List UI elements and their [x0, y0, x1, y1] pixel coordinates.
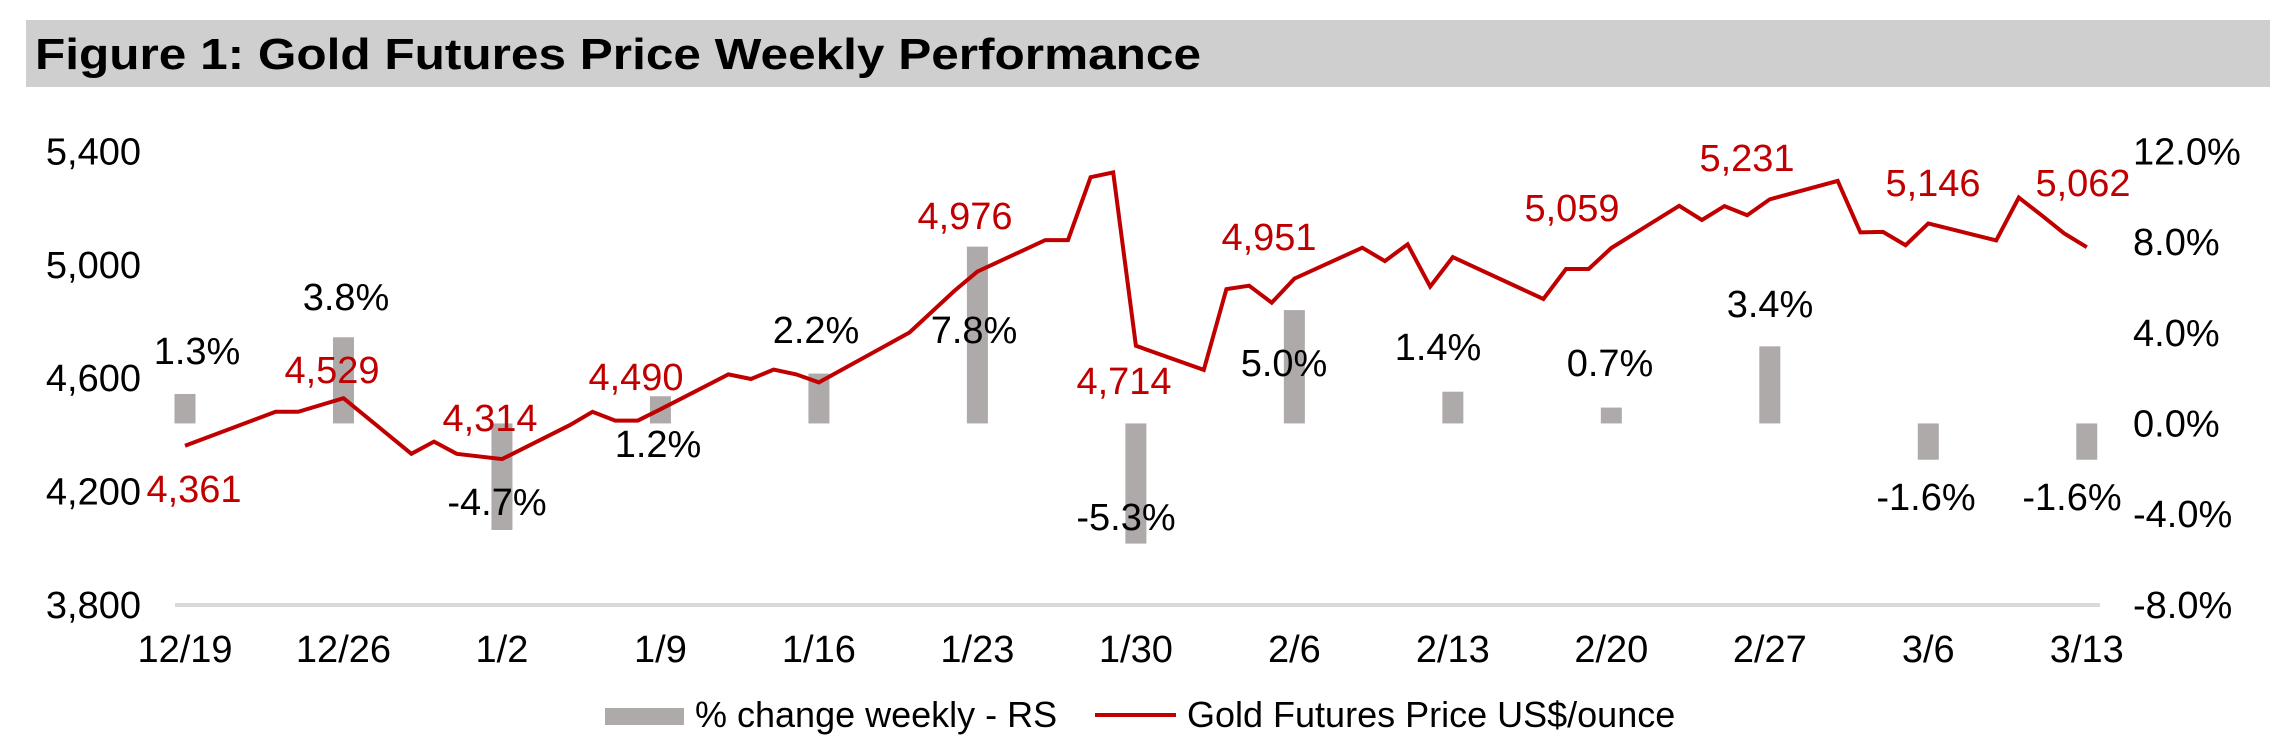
- right-tick-label: -8.0%: [2133, 585, 2232, 627]
- x-tick-label: 12/19: [137, 629, 232, 671]
- x-tick-label: 2/13: [1416, 629, 1490, 671]
- x-tick-label: 1/2: [476, 629, 529, 671]
- left-tick-label: 4,200: [46, 471, 141, 513]
- legend-bar-label: % change weekly - RS: [695, 694, 1057, 735]
- pct-data-label: -1.6%: [2022, 477, 2121, 519]
- pct-data-label: -1.6%: [1876, 477, 1975, 519]
- x-tick-label: 1/30: [1099, 629, 1173, 671]
- bar: [174, 393, 196, 424]
- x-tick-label: 1/9: [634, 629, 687, 671]
- legend: % change weekly - RS Gold Futures Price …: [605, 694, 1675, 735]
- bar: [1125, 423, 1147, 544]
- pct-data-label: 7.8%: [931, 310, 1018, 352]
- bar: [1283, 310, 1305, 424]
- right-tick-label: 0.0%: [2133, 403, 2220, 445]
- pct-data-label: 1.4%: [1395, 327, 1482, 369]
- pct-data-label: -5.3%: [1076, 497, 1175, 539]
- pct-data-label: 3.8%: [303, 277, 390, 319]
- x-tick-label: 12/26: [296, 629, 391, 671]
- price-data-label: 5,062: [2035, 163, 2130, 205]
- pct-data-label: 1.3%: [154, 331, 241, 373]
- bar-series: [174, 246, 2098, 544]
- pct-data-label: 1.2%: [615, 424, 702, 466]
- pct-data-label: -4.7%: [447, 482, 546, 524]
- price-data-label: 5,059: [1524, 188, 1619, 230]
- price-data-label: 4,951: [1221, 217, 1316, 259]
- bar: [1917, 423, 1939, 460]
- pct-data-label: 0.7%: [1567, 343, 1654, 385]
- x-axis-ticks: 12/19 12/26 1/2 1/9 1/16 1/23 1/30 2/6 2/13 2/20 2…: [137, 629, 2123, 671]
- pct-data-label: 5.0%: [1241, 343, 1328, 385]
- price-data-label: 4,490: [588, 357, 683, 399]
- left-tick-label: 3,800: [46, 585, 141, 627]
- x-tick-label: 3/6: [1902, 629, 1955, 671]
- pct-data-label: 2.2%: [773, 310, 860, 352]
- price-data-label: 4,714: [1076, 361, 1171, 403]
- left-tick-label: 5,000: [46, 245, 141, 287]
- right-axis-ticks: -8.0% -4.0% 0.0% 4.0% 8.0% 12.0%: [2133, 131, 2241, 626]
- bar: [1759, 346, 1781, 424]
- price-data-label: 5,231: [1699, 138, 1794, 180]
- bar: [808, 373, 830, 424]
- left-tick-label: 5,400: [46, 131, 141, 173]
- price-data-labels: 4,361 4,529 4,314 4,490 4,976 4,714 4,951 5,059…: [146, 138, 2130, 511]
- price-data-label: 4,976: [917, 196, 1012, 238]
- x-tick-label: 2/20: [1574, 629, 1648, 671]
- price-data-label: 4,314: [442, 398, 537, 440]
- bar: [1442, 391, 1464, 424]
- bar: [2076, 423, 2098, 460]
- x-tick-label: 3/13: [2050, 629, 2124, 671]
- x-tick-label: 2/27: [1733, 629, 1807, 671]
- bar: [966, 246, 988, 424]
- right-tick-label: 4.0%: [2133, 313, 2220, 355]
- bar: [491, 423, 513, 530]
- legend-bar-swatch: [605, 708, 684, 725]
- right-tick-label: 12.0%: [2133, 131, 2241, 173]
- bar: [1600, 407, 1622, 424]
- left-axis-ticks: 3,800 4,200 4,600 5,000 5,400: [46, 131, 141, 626]
- price-data-label: 4,361: [146, 469, 241, 511]
- x-tick-label: 1/23: [940, 629, 1014, 671]
- price-data-label: 5,146: [1885, 163, 1980, 205]
- pct-data-labels: 1.3% 3.8% -4.7% 1.2% 2.2% 7.8% -5.3% 5.0% 1.4% 0.…: [154, 277, 2122, 539]
- right-tick-label: -4.0%: [2133, 494, 2232, 536]
- right-tick-label: 8.0%: [2133, 222, 2220, 264]
- x-tick-label: 2/6: [1268, 629, 1321, 671]
- pct-data-label: 3.4%: [1727, 284, 1814, 326]
- legend-line-label: Gold Futures Price US$/ounce: [1187, 694, 1675, 735]
- x-tick-label: 1/16: [782, 629, 856, 671]
- title-bar: [26, 20, 2270, 87]
- price-line: [184, 169, 2088, 462]
- left-tick-label: 4,600: [46, 358, 141, 400]
- price-data-label: 4,529: [284, 350, 379, 392]
- chart-title: Figure 1: Gold Futures Price Weekly Perf…: [35, 30, 1201, 79]
